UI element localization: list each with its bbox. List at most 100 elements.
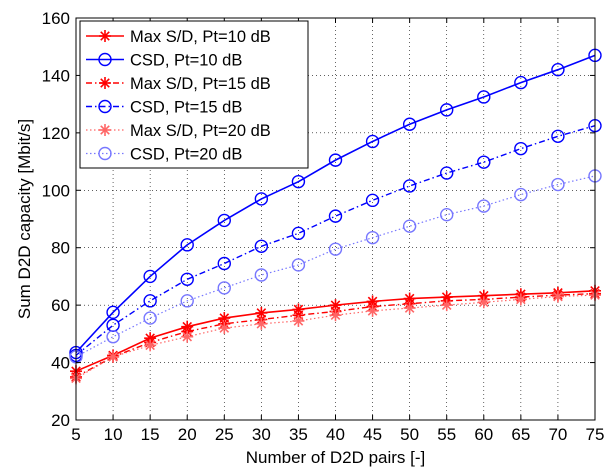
x-axis-label: Number of D2D pairs [-] [246, 448, 426, 467]
data-point [365, 193, 380, 208]
x-tick-label: 65 [511, 425, 530, 444]
data-point [328, 209, 343, 223]
data-point [514, 141, 528, 156]
x-tick-label: 20 [178, 425, 197, 444]
legend-item: Max S/D, Pt=20 dB [86, 122, 271, 140]
data-point [217, 256, 231, 271]
data-point [440, 299, 453, 312]
data-point [365, 230, 380, 245]
legend-item: Max S/D, Pt=10 dB [86, 28, 271, 46]
data-point [402, 179, 417, 193]
legend-item: Max S/D, Pt=15 dB [86, 75, 271, 93]
legend-label: Max S/D, Pt=20 dB [130, 122, 271, 140]
data-point [440, 103, 454, 117]
data-point [365, 134, 380, 149]
data-point [514, 75, 528, 90]
data-point [292, 314, 305, 327]
data-point [217, 281, 231, 295]
y-tick-label: 100 [42, 181, 70, 200]
x-tick-label: 50 [400, 425, 419, 444]
data-point [551, 290, 564, 303]
data-point [514, 187, 528, 202]
x-tick-label: 75 [586, 425, 605, 444]
data-point [98, 52, 112, 67]
data-point [291, 258, 306, 272]
legend-label: Max S/D, Pt=10 dB [130, 28, 271, 46]
x-tick-label: 15 [141, 425, 160, 444]
data-point [99, 30, 111, 42]
y-tick-label: 120 [42, 124, 70, 143]
data-point [477, 296, 490, 309]
data-point [477, 90, 491, 104]
legend-label: CSD, Pt=20 dB [130, 146, 242, 164]
x-tick-label: 5 [71, 425, 80, 444]
legend-label: Max S/D, Pt=15 dB [130, 75, 271, 93]
data-point [255, 317, 268, 330]
legend-box [79, 20, 309, 169]
x-tick-label: 30 [252, 425, 271, 444]
data-point [477, 155, 491, 169]
x-tick-label: 55 [437, 425, 456, 444]
data-point [403, 302, 416, 315]
y-tick-label: 160 [42, 9, 70, 28]
x-tick-label: 35 [289, 425, 308, 444]
data-point [328, 153, 343, 167]
data-point [180, 294, 194, 308]
series-line [75, 54, 596, 354]
legend-item: CSD, Pt=10 dB [86, 52, 242, 70]
legend-item: CSD, Pt=15 dB [86, 99, 242, 117]
y-tick-label: 60 [51, 296, 70, 315]
x-tick-label: 70 [548, 425, 567, 444]
data-point [551, 62, 565, 77]
axis-ticks: 5 10 15 20 25 30 35 40 45 50 55 60 65 70 75 20 40 60 80 100… [42, 9, 605, 444]
data-point [254, 192, 269, 206]
data-point [143, 294, 157, 308]
data-point [180, 272, 194, 286]
y-tick-label: 80 [51, 239, 70, 258]
data-point [98, 146, 112, 161]
data-point [143, 311, 157, 325]
data-point [551, 177, 565, 192]
data-point [291, 174, 306, 189]
data-point [218, 322, 231, 335]
data-point [440, 207, 454, 222]
data-point [180, 238, 194, 252]
data-point [329, 309, 342, 322]
data-point [514, 293, 527, 306]
data-point [440, 166, 454, 180]
y-tick-label: 20 [51, 411, 70, 430]
data-point [254, 268, 269, 282]
data-point [477, 199, 491, 213]
data-point [107, 350, 120, 363]
series [70, 289, 601, 385]
data-point [291, 226, 306, 241]
x-tick-label: 45 [363, 425, 382, 444]
x-tick-label: 40 [326, 425, 345, 444]
data-point [328, 242, 343, 256]
data-point [551, 129, 565, 144]
data-point [254, 239, 269, 253]
data-point [106, 330, 120, 344]
legend-label: CSD, Pt=15 dB [130, 99, 242, 117]
data-point [98, 99, 112, 114]
y-tick-label: 40 [51, 354, 70, 373]
data-point [366, 304, 379, 317]
legend: Max S/D, Pt=10 dB CSD, Pt=10 dB Max S/D, P… [79, 20, 309, 169]
data-point [144, 339, 157, 352]
data-point [143, 269, 157, 284]
x-tick-label: 10 [104, 425, 123, 444]
legend-label: CSD, Pt=10 dB [130, 52, 242, 70]
data-point [402, 117, 417, 131]
data-point [181, 330, 194, 343]
data-point [99, 124, 111, 136]
series-line [75, 175, 596, 358]
legend-item: CSD, Pt=20 dB [86, 146, 242, 164]
series [69, 48, 602, 360]
data-point [402, 219, 417, 233]
data-point [106, 305, 120, 320]
x-tick-label: 60 [474, 425, 493, 444]
data-point [217, 213, 231, 228]
y-tick-label: 140 [42, 66, 70, 85]
data-point [99, 77, 111, 89]
